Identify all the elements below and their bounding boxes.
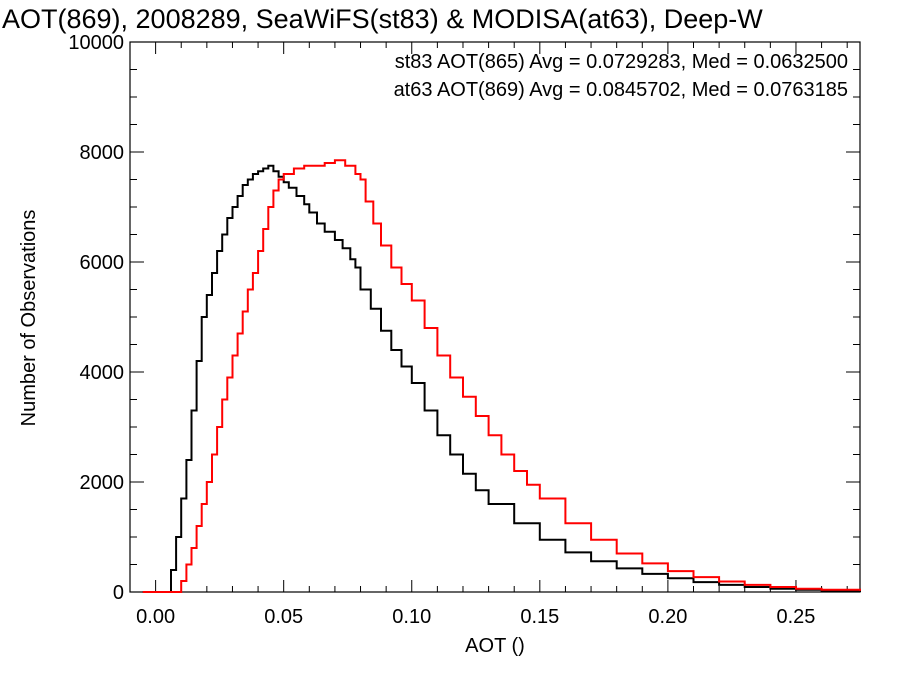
series-layer bbox=[142, 159, 861, 593]
y-axis-label: Number of Observations bbox=[18, 210, 40, 427]
y-tick-label: 2000 bbox=[80, 472, 125, 494]
series-line-0 bbox=[142, 164, 861, 593]
x-tick-label: 0.20 bbox=[648, 606, 687, 628]
legend-entry-at63: at63 AOT(869) Avg = 0.0845702, Med = 0.0… bbox=[394, 79, 848, 101]
legend-entry-st83: st83 AOT(865) Avg = 0.0729283, Med = 0.0… bbox=[395, 51, 848, 73]
y-tick-label: 0 bbox=[113, 582, 124, 604]
y-axis: 0 2000 4000 6000 8000 10000 bbox=[68, 32, 860, 604]
x-tick-label: 0.05 bbox=[264, 606, 303, 628]
x-tick-label: 0.00 bbox=[136, 606, 175, 628]
x-tick-label: 0.15 bbox=[520, 606, 559, 628]
x-axis-label: AOT () bbox=[465, 635, 525, 657]
legend: st83 AOT(865) Avg = 0.0729283, Med = 0.0… bbox=[394, 51, 848, 101]
chart-title: AOT(869), 2008289, SeaWiFS(st83) & MODIS… bbox=[2, 4, 763, 34]
y-tick-label: 10000 bbox=[68, 32, 124, 54]
y-tick-label: 6000 bbox=[80, 252, 125, 274]
x-tick-label: 0.25 bbox=[776, 606, 815, 628]
y-tick-label: 4000 bbox=[80, 362, 125, 384]
series-line-1 bbox=[142, 159, 861, 593]
x-tick-label: 0.10 bbox=[392, 606, 431, 628]
x-axis: 0.00 0.05 0.10 0.15 0.20 0.25 bbox=[129, 42, 848, 628]
y-tick-label: 8000 bbox=[80, 142, 125, 164]
